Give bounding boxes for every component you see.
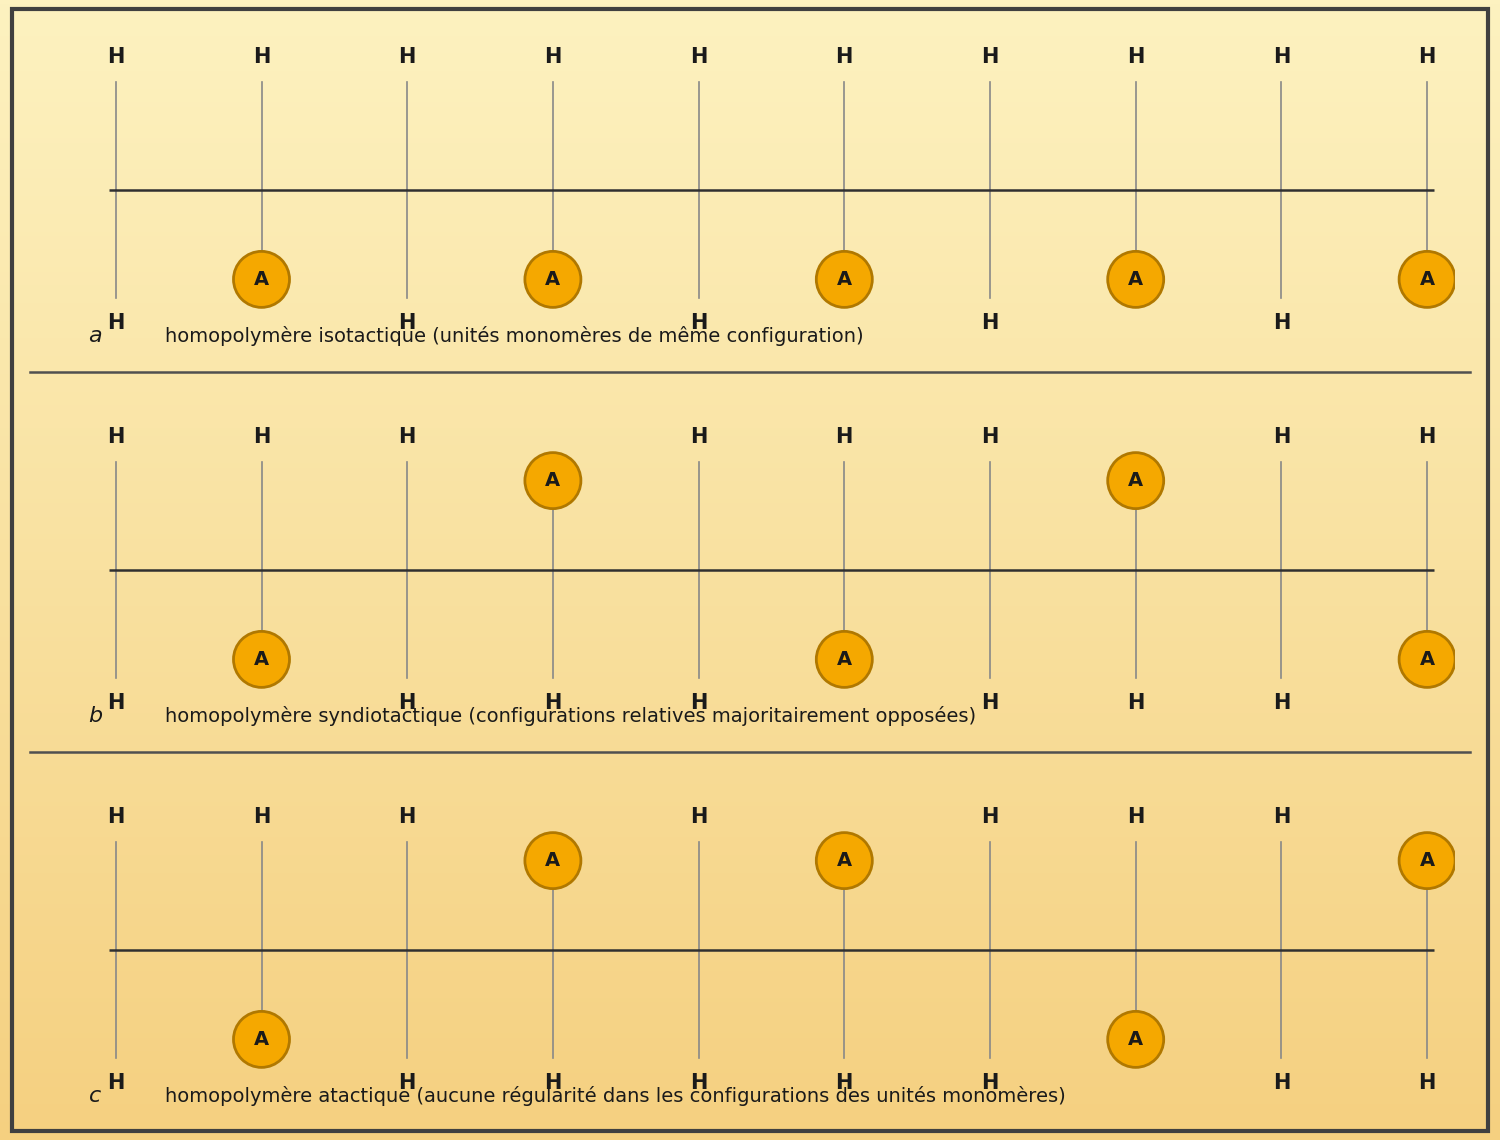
Text: A: A bbox=[837, 650, 852, 669]
Text: H: H bbox=[399, 47, 416, 67]
Text: H: H bbox=[1419, 47, 1436, 67]
Text: A: A bbox=[1128, 471, 1143, 490]
Text: H: H bbox=[544, 47, 561, 67]
Text: H: H bbox=[254, 807, 270, 826]
Ellipse shape bbox=[1107, 252, 1164, 308]
Text: b: b bbox=[88, 706, 102, 726]
Text: H: H bbox=[399, 426, 416, 447]
Text: A: A bbox=[254, 270, 268, 288]
Text: A: A bbox=[546, 270, 561, 288]
Text: H: H bbox=[1272, 426, 1290, 447]
Text: H: H bbox=[106, 314, 124, 333]
Text: H: H bbox=[981, 693, 999, 714]
Text: H: H bbox=[399, 807, 416, 826]
Text: H: H bbox=[1272, 314, 1290, 333]
Text: A: A bbox=[1128, 1029, 1143, 1049]
Text: A: A bbox=[1419, 852, 1434, 870]
Text: H: H bbox=[399, 693, 416, 714]
Ellipse shape bbox=[525, 453, 580, 508]
Text: A: A bbox=[837, 270, 852, 288]
Text: H: H bbox=[836, 47, 854, 67]
Text: c: c bbox=[88, 1086, 101, 1106]
Text: H: H bbox=[690, 693, 708, 714]
Text: H: H bbox=[1272, 1073, 1290, 1093]
Text: a: a bbox=[88, 326, 102, 345]
Text: H: H bbox=[1272, 47, 1290, 67]
Ellipse shape bbox=[234, 252, 290, 308]
Text: H: H bbox=[1126, 807, 1144, 826]
Ellipse shape bbox=[1400, 832, 1455, 888]
Text: H: H bbox=[106, 47, 124, 67]
Text: H: H bbox=[544, 693, 561, 714]
Text: homopolymère syndiotactique (configurations relatives majoritairement opposées): homopolymère syndiotactique (configurati… bbox=[165, 706, 975, 726]
Text: homopolymère atactique (aucune régularité dans les configurations des unités mon: homopolymère atactique (aucune régularit… bbox=[165, 1086, 1065, 1106]
Ellipse shape bbox=[1107, 1011, 1164, 1067]
Ellipse shape bbox=[1107, 453, 1164, 508]
Text: H: H bbox=[1272, 807, 1290, 826]
Text: H: H bbox=[1419, 426, 1436, 447]
Text: H: H bbox=[690, 426, 708, 447]
Ellipse shape bbox=[234, 632, 290, 687]
Text: A: A bbox=[1419, 270, 1434, 288]
Text: H: H bbox=[106, 426, 124, 447]
Text: H: H bbox=[981, 47, 999, 67]
Text: H: H bbox=[836, 426, 854, 447]
Text: H: H bbox=[981, 807, 999, 826]
Text: A: A bbox=[837, 852, 852, 870]
Text: A: A bbox=[546, 852, 561, 870]
Text: H: H bbox=[690, 314, 708, 333]
Text: H: H bbox=[690, 807, 708, 826]
Text: H: H bbox=[1126, 47, 1144, 67]
Text: A: A bbox=[1128, 270, 1143, 288]
Text: H: H bbox=[254, 47, 270, 67]
Text: H: H bbox=[1126, 693, 1144, 714]
Text: H: H bbox=[106, 1073, 124, 1093]
Text: A: A bbox=[254, 1029, 268, 1049]
Text: H: H bbox=[690, 1073, 708, 1093]
Text: H: H bbox=[690, 47, 708, 67]
Text: H: H bbox=[981, 1073, 999, 1093]
Ellipse shape bbox=[525, 252, 580, 308]
Text: H: H bbox=[1272, 693, 1290, 714]
Text: H: H bbox=[106, 693, 124, 714]
Text: A: A bbox=[254, 650, 268, 669]
Text: A: A bbox=[1419, 650, 1434, 669]
Text: H: H bbox=[399, 1073, 416, 1093]
Text: H: H bbox=[836, 1073, 854, 1093]
Ellipse shape bbox=[525, 832, 580, 888]
Text: H: H bbox=[544, 1073, 561, 1093]
Text: A: A bbox=[546, 471, 561, 490]
Ellipse shape bbox=[1400, 632, 1455, 687]
Text: homopolymère isotactique (unités monomères de même configuration): homopolymère isotactique (unités monomèr… bbox=[165, 326, 864, 345]
Ellipse shape bbox=[816, 632, 873, 687]
Text: H: H bbox=[981, 426, 999, 447]
Ellipse shape bbox=[234, 1011, 290, 1067]
Ellipse shape bbox=[1400, 252, 1455, 308]
Ellipse shape bbox=[816, 252, 873, 308]
Text: H: H bbox=[1419, 1073, 1436, 1093]
Ellipse shape bbox=[816, 832, 873, 888]
Text: H: H bbox=[981, 314, 999, 333]
Text: H: H bbox=[399, 314, 416, 333]
Text: H: H bbox=[106, 807, 124, 826]
Text: H: H bbox=[254, 426, 270, 447]
